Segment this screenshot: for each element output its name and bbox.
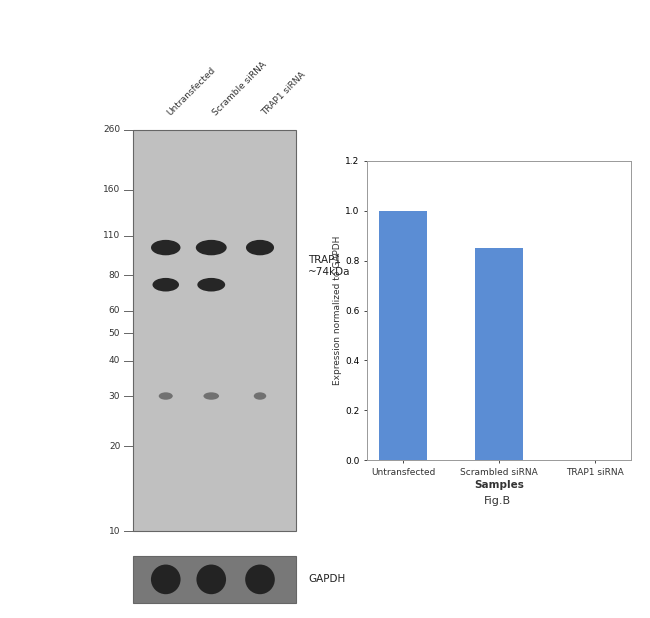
Text: 160: 160 (103, 185, 120, 194)
Text: 10: 10 (109, 527, 120, 536)
Ellipse shape (245, 565, 275, 595)
Text: 30: 30 (109, 392, 120, 400)
Bar (133, 556, 296, 603)
Text: 110: 110 (103, 231, 120, 240)
X-axis label: Samples: Samples (474, 480, 524, 490)
Text: 260: 260 (103, 125, 120, 134)
Text: Scramble siRNA: Scramble siRNA (211, 60, 268, 117)
Text: TRAP1 siRNA: TRAP1 siRNA (260, 70, 307, 117)
Text: 60: 60 (109, 306, 120, 315)
Y-axis label: Expression normalized to GAPDH: Expression normalized to GAPDH (333, 236, 343, 385)
Ellipse shape (151, 240, 181, 255)
Ellipse shape (151, 565, 181, 595)
Text: Fig.B: Fig.B (484, 496, 511, 506)
Ellipse shape (196, 565, 226, 595)
Bar (379, 211, 427, 460)
Ellipse shape (196, 240, 227, 255)
Text: GAPDH: GAPDH (308, 574, 346, 585)
Text: 50: 50 (109, 329, 120, 337)
Ellipse shape (203, 392, 219, 400)
Text: 40: 40 (109, 356, 120, 365)
Ellipse shape (254, 392, 266, 400)
Ellipse shape (198, 278, 225, 292)
Text: 20: 20 (109, 441, 120, 451)
Bar (133, 130, 296, 531)
Ellipse shape (159, 392, 173, 400)
Text: Untransfected: Untransfected (166, 66, 218, 117)
Ellipse shape (246, 240, 274, 255)
Ellipse shape (153, 278, 179, 292)
Bar (475, 248, 523, 460)
Text: 80: 80 (109, 271, 120, 279)
Text: TRAP1
~74kDa: TRAP1 ~74kDa (308, 255, 351, 277)
